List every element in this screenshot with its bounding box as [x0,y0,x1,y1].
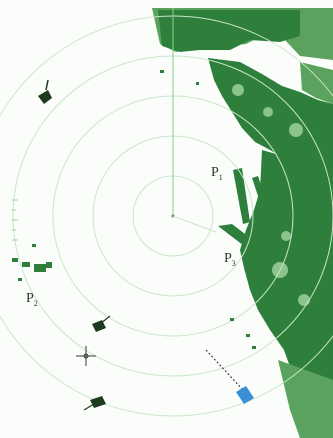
target-echo-2[interactable] [92,315,111,332]
target-echo-1[interactable] [38,79,52,104]
land-mass [152,8,333,438]
own-vessel[interactable] [205,349,254,404]
crosshair-icon[interactable] [76,346,96,366]
target-echo-3[interactable] [83,396,106,411]
bearing-scale [12,199,18,241]
bearing-line [172,215,217,233]
target-echo-cluster-left [12,70,256,349]
